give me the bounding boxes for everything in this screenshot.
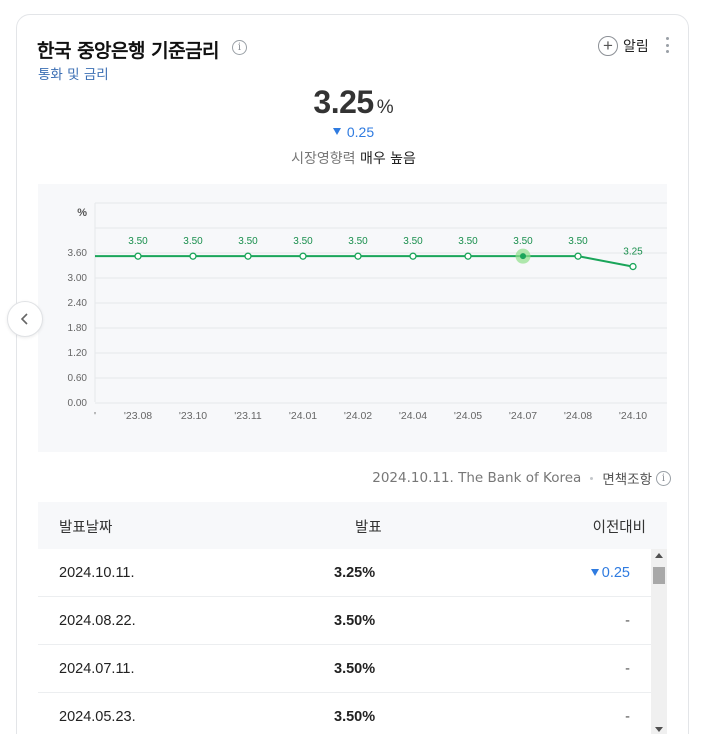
rate-chart: % 3.60 3.00 2.40 1.80 1.20 0.60 0.00 ' '23.08 '23.… (38, 184, 667, 452)
row-date: 2024.08.22. (59, 613, 136, 629)
rate-change-value: 0.25 (346, 124, 375, 140)
header-date: 발표날짜 (59, 520, 113, 536)
data-point (520, 253, 526, 260)
table-row: 2024.05.23. 3.50% - (38, 693, 651, 734)
y-tick-label: 3.00 (68, 273, 88, 284)
data-point (189, 252, 197, 260)
x-tick-label: '24.05 (454, 410, 482, 422)
x-tick-label: '24.02 (344, 410, 372, 422)
data-label: 3.50 (568, 236, 588, 247)
current-rate-unit: % (376, 97, 394, 118)
table-row: 2024.10.11. 3.25% 0.25 (38, 549, 651, 597)
data-label: 3.25 (623, 247, 643, 258)
row-value: 3.50% (334, 709, 376, 725)
plus-circle-icon: + (598, 36, 618, 56)
scroll-up-icon[interactable] (655, 553, 663, 558)
row-date: 2024.07.11. (59, 661, 135, 677)
x-tick-label: '23.10 (179, 410, 207, 422)
row-date: 2024.10.11. (59, 565, 135, 581)
table-row: 2024.07.11. 3.50% - (38, 645, 651, 693)
alarm-button[interactable]: + 알림 (598, 35, 649, 57)
row-value: 3.25% (334, 565, 376, 581)
y-tick-label: 1.20 (68, 348, 88, 359)
header-value: 발표 (355, 520, 382, 536)
y-tick-label: 2.40 (68, 298, 88, 309)
chevron-left-icon (20, 313, 28, 325)
table-header: 발표날짜 발표 이전대비 (38, 502, 667, 549)
x-tick-label: '24.04 (399, 410, 427, 422)
data-label: 3.50 (403, 236, 423, 247)
data-label: 3.50 (458, 236, 478, 247)
scroll-thumb[interactable] (653, 567, 665, 584)
market-impact: 시장영향력 매우 높음 (0, 148, 707, 168)
disclaimer-link[interactable]: 면책조항 (602, 472, 652, 488)
y-axis-label: % (77, 207, 87, 219)
data-point (409, 252, 417, 260)
more-vertical-icon[interactable] (663, 37, 671, 53)
scroll-down-icon[interactable] (655, 727, 663, 732)
rate-chart-svg: % 3.60 3.00 2.40 1.80 1.20 0.60 0.00 ' '23.08 '23.… (68, 202, 667, 422)
data-label: 3.50 (238, 236, 258, 247)
header-change: 이전대비 (592, 520, 646, 536)
row-change: - (625, 661, 630, 677)
y-tick-label: 1.80 (68, 323, 88, 334)
data-point (464, 252, 472, 260)
row-change: - (625, 709, 630, 725)
info-icon[interactable]: i (656, 470, 671, 486)
page-title: 한국 중앙은행 기준금리 (37, 40, 220, 62)
market-impact-label: 시장영향력 (291, 151, 356, 167)
x-tick-label: '24.01 (289, 410, 317, 422)
x-tick-label: ' (94, 410, 96, 422)
row-value: 3.50% (334, 613, 376, 629)
rate-change: 0.25 (0, 124, 707, 140)
x-tick-label: '24.10 (619, 410, 647, 422)
data-label: 3.50 (183, 236, 203, 247)
separator-dot (590, 476, 594, 480)
data-point (299, 252, 307, 260)
triangle-down-icon (590, 569, 599, 576)
row-value: 3.50% (334, 661, 376, 677)
source-text: 2024.10.11. The Bank of Korea (372, 470, 582, 486)
table-row: 2024.08.22. 3.50% - (38, 597, 651, 645)
data-label: 3.50 (513, 236, 533, 247)
prev-button[interactable] (7, 301, 43, 337)
row-change-value: 0.25 (601, 565, 630, 581)
table-scrollbar[interactable] (651, 549, 667, 734)
row-change: - (625, 613, 630, 629)
row-date: 2024.05.23. (59, 709, 136, 725)
x-tick-label: '23.11 (234, 410, 262, 422)
y-tick-label: 0.00 (68, 398, 88, 409)
x-tick-label: '24.08 (564, 410, 592, 422)
data-point (574, 252, 582, 260)
x-tick-label: '23.08 (124, 410, 152, 422)
current-rate: 3.25% (0, 84, 707, 121)
data-point (244, 252, 252, 260)
data-point (134, 252, 142, 260)
row-change: 0.25 (590, 565, 630, 581)
info-icon[interactable]: i (232, 40, 247, 55)
source-info: 2024.10.11. The Bank of Korea 면책조항 i (372, 468, 671, 488)
category-link[interactable]: 통화 및 금리 (38, 67, 109, 83)
x-tick-label: '24.07 (509, 410, 537, 422)
data-point (354, 252, 362, 260)
y-tick-label: 0.60 (68, 373, 88, 384)
current-rate-value: 3.25 (313, 84, 374, 120)
data-label: 3.50 (348, 236, 368, 247)
y-tick-label: 3.60 (68, 248, 88, 259)
data-point (629, 262, 637, 271)
data-label: 3.50 (128, 236, 148, 247)
history-table: 2024.10.11. 3.25% 0.25 2024.08.22. 3.50%… (38, 549, 651, 734)
alarm-label: 알림 (623, 39, 649, 55)
market-impact-value: 매우 높음 (359, 151, 416, 167)
data-label: 3.50 (293, 236, 313, 247)
series-line (95, 255, 634, 268)
triangle-down-icon (332, 128, 341, 135)
